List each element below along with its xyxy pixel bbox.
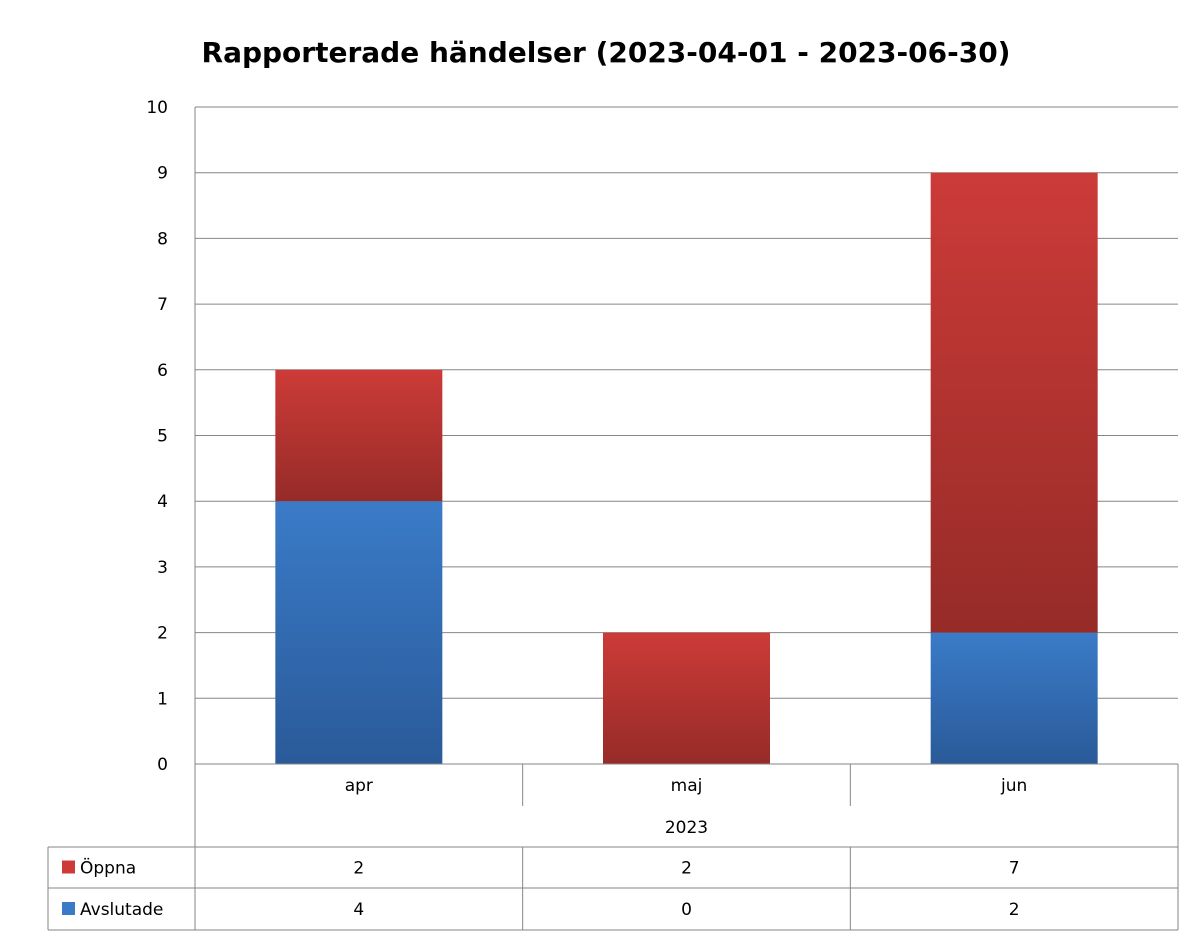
y-tick-label: 9 <box>157 164 168 184</box>
legend-swatch-avslutade <box>62 902 75 915</box>
table-value: 7 <box>1009 859 1020 879</box>
y-tick-label: 2 <box>157 624 168 644</box>
bars <box>275 172 1098 764</box>
chart-title: Rapporterade händelser (2023-04-01 - 202… <box>202 36 1011 69</box>
y-tick-label: 3 <box>157 558 168 578</box>
y-tick-label: 8 <box>157 229 168 249</box>
table-value: 2 <box>681 859 692 879</box>
data-table: apr maj jun 2023 Öppna 2 2 7 Avslutade 4 0 2 <box>47 763 1179 931</box>
x-tick-label: maj <box>671 776 703 796</box>
y-tick-label: 6 <box>157 361 168 381</box>
bar-öppna-apr <box>275 369 443 502</box>
table-value: 4 <box>353 900 364 920</box>
table-value: 2 <box>1009 900 1020 920</box>
table-value: 0 <box>681 900 692 920</box>
bar-öppna-maj <box>603 632 770 764</box>
y-tick-label: 4 <box>157 492 168 512</box>
y-tick-label: 0 <box>157 755 168 775</box>
bar-avslutade-apr <box>275 501 443 764</box>
bar-avslutade-jun <box>930 632 1098 764</box>
y-tick-label: 1 <box>157 689 168 709</box>
legend-label: Avslutade <box>80 900 163 920</box>
legend-swatch-öppna <box>62 860 75 874</box>
axes: 0 1 2 3 4 5 6 7 8 9 10 <box>146 98 196 775</box>
legend-label: Öppna <box>80 857 136 879</box>
x-tick-label: apr <box>345 776 373 796</box>
x-tick-label: jun <box>1000 776 1027 796</box>
table-value: 2 <box>353 859 364 879</box>
category-group-label: 2023 <box>665 818 708 838</box>
y-tick-label: 5 <box>157 427 168 447</box>
bar-öppna-jun <box>930 172 1098 633</box>
y-tick-label: 7 <box>157 295 168 315</box>
y-tick-label: 10 <box>146 98 168 118</box>
